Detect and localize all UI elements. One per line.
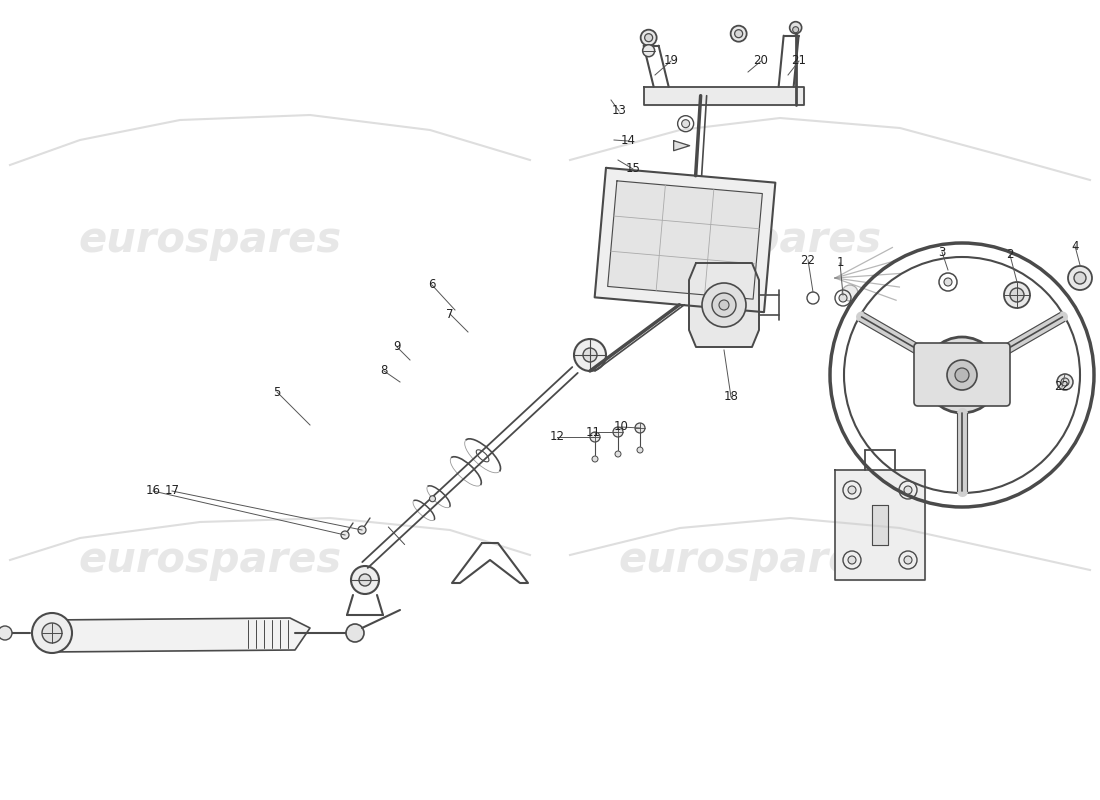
Circle shape bbox=[645, 34, 652, 42]
Text: 4: 4 bbox=[1071, 239, 1079, 253]
Circle shape bbox=[592, 456, 598, 462]
Text: 14: 14 bbox=[620, 134, 636, 147]
Text: 6: 6 bbox=[428, 278, 436, 291]
Circle shape bbox=[0, 626, 12, 640]
Text: 15: 15 bbox=[626, 162, 640, 175]
Circle shape bbox=[839, 294, 847, 302]
Text: 2: 2 bbox=[1006, 249, 1014, 262]
Circle shape bbox=[848, 556, 856, 564]
Circle shape bbox=[613, 427, 623, 437]
Text: 1: 1 bbox=[836, 257, 844, 270]
Text: 9: 9 bbox=[394, 341, 400, 354]
Circle shape bbox=[848, 486, 856, 494]
Polygon shape bbox=[595, 168, 776, 312]
Circle shape bbox=[346, 624, 364, 642]
Text: 7: 7 bbox=[447, 307, 453, 321]
Polygon shape bbox=[48, 618, 310, 652]
Polygon shape bbox=[607, 181, 762, 299]
FancyBboxPatch shape bbox=[914, 343, 1010, 406]
Text: eurospares: eurospares bbox=[78, 219, 342, 261]
Polygon shape bbox=[644, 86, 804, 105]
Text: 3: 3 bbox=[938, 246, 946, 258]
Polygon shape bbox=[673, 141, 690, 150]
Circle shape bbox=[904, 556, 912, 564]
Polygon shape bbox=[835, 470, 925, 580]
Circle shape bbox=[1068, 266, 1092, 290]
Circle shape bbox=[712, 293, 736, 317]
Text: 12: 12 bbox=[550, 430, 564, 443]
Circle shape bbox=[642, 45, 654, 57]
Circle shape bbox=[351, 566, 380, 594]
Text: 18: 18 bbox=[724, 390, 738, 403]
Text: eurospares: eurospares bbox=[78, 539, 342, 581]
Circle shape bbox=[790, 22, 802, 34]
Circle shape bbox=[682, 120, 690, 128]
Circle shape bbox=[1057, 374, 1072, 390]
Text: eurospares: eurospares bbox=[618, 219, 881, 261]
Circle shape bbox=[1004, 282, 1030, 308]
Circle shape bbox=[719, 300, 729, 310]
Text: 10: 10 bbox=[614, 421, 628, 434]
Circle shape bbox=[735, 30, 743, 38]
Circle shape bbox=[640, 30, 657, 46]
Circle shape bbox=[635, 423, 645, 433]
Circle shape bbox=[955, 368, 969, 382]
Polygon shape bbox=[689, 263, 759, 347]
Text: 22: 22 bbox=[1055, 381, 1069, 394]
Text: 22: 22 bbox=[801, 254, 815, 266]
Circle shape bbox=[637, 447, 644, 453]
Circle shape bbox=[359, 574, 371, 586]
Circle shape bbox=[793, 26, 799, 33]
Polygon shape bbox=[872, 505, 888, 545]
Text: 16: 16 bbox=[145, 485, 161, 498]
Circle shape bbox=[947, 360, 977, 390]
Circle shape bbox=[341, 531, 349, 539]
Circle shape bbox=[730, 26, 747, 42]
Circle shape bbox=[42, 623, 62, 643]
Circle shape bbox=[358, 526, 366, 534]
Circle shape bbox=[590, 432, 600, 442]
Circle shape bbox=[583, 348, 597, 362]
Text: 21: 21 bbox=[792, 54, 806, 67]
Text: 13: 13 bbox=[612, 105, 626, 118]
Circle shape bbox=[32, 613, 72, 653]
Circle shape bbox=[1010, 288, 1024, 302]
Circle shape bbox=[944, 278, 952, 286]
Text: 19: 19 bbox=[663, 54, 679, 67]
Circle shape bbox=[904, 486, 912, 494]
Text: 5: 5 bbox=[273, 386, 280, 398]
Circle shape bbox=[1074, 272, 1086, 284]
Circle shape bbox=[702, 283, 746, 327]
Circle shape bbox=[924, 337, 1000, 413]
Circle shape bbox=[574, 339, 606, 371]
Circle shape bbox=[1062, 378, 1069, 386]
Circle shape bbox=[615, 451, 622, 457]
Text: eurospares: eurospares bbox=[618, 539, 881, 581]
Text: 11: 11 bbox=[585, 426, 601, 438]
Circle shape bbox=[842, 285, 858, 301]
Text: 20: 20 bbox=[754, 54, 769, 67]
Circle shape bbox=[429, 496, 436, 502]
Text: 8: 8 bbox=[381, 365, 387, 378]
Text: 17: 17 bbox=[165, 485, 179, 498]
